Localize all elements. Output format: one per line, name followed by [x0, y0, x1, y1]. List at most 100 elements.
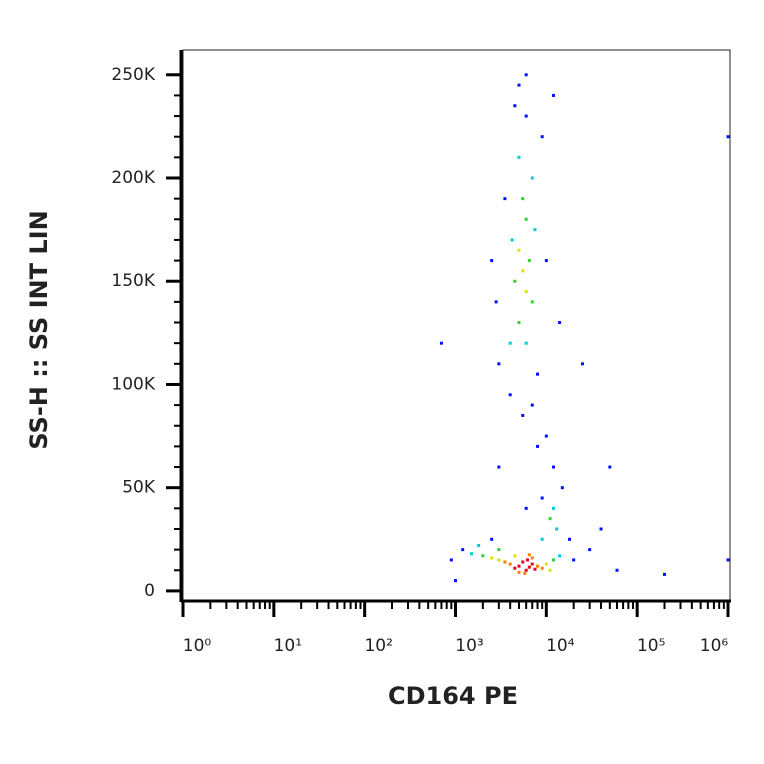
point [560, 486, 564, 490]
point [523, 571, 527, 575]
point [552, 506, 556, 510]
point [524, 217, 528, 221]
point [580, 362, 584, 366]
point [533, 228, 537, 232]
point [540, 537, 544, 541]
point [517, 155, 521, 159]
point [540, 496, 544, 500]
point [513, 566, 517, 570]
x-tick-label: 10¹ [274, 636, 302, 656]
point [527, 565, 531, 569]
point [517, 321, 521, 325]
point [558, 321, 562, 325]
point [726, 558, 730, 562]
point [497, 362, 501, 366]
point [490, 537, 494, 541]
point [513, 279, 517, 283]
point [481, 554, 485, 558]
point [454, 579, 457, 583]
point [548, 568, 552, 572]
point [533, 567, 537, 571]
point [449, 558, 453, 562]
x-tick-label: 10³ [455, 636, 483, 656]
point [544, 259, 548, 263]
point [527, 259, 531, 263]
point [497, 558, 501, 562]
point [540, 135, 544, 139]
point [540, 566, 544, 570]
point [497, 548, 501, 552]
point [513, 104, 517, 108]
point [508, 341, 512, 345]
point [530, 562, 534, 566]
point [439, 341, 443, 345]
y-tick-label: 100K [111, 374, 155, 394]
point [497, 465, 501, 469]
x-axis-title: CD164 PE [388, 682, 518, 710]
point [490, 556, 494, 560]
point [508, 393, 512, 397]
point [510, 238, 514, 242]
point [552, 93, 556, 97]
point [524, 73, 528, 77]
point [503, 197, 507, 201]
point [524, 341, 528, 345]
point [524, 290, 528, 294]
point [555, 527, 559, 531]
point [568, 537, 572, 541]
point [615, 568, 619, 572]
point [524, 568, 528, 572]
point [726, 135, 730, 139]
point [530, 403, 534, 407]
point [521, 197, 525, 201]
point [530, 176, 534, 180]
point [524, 114, 528, 118]
x-tick-label: 10⁵ [637, 636, 665, 656]
point [521, 269, 525, 273]
point [517, 248, 521, 252]
point [517, 564, 521, 568]
point [558, 554, 562, 558]
point [513, 554, 517, 558]
point [477, 543, 481, 547]
point [503, 560, 507, 564]
y-tick-label: 250K [111, 65, 155, 85]
x-tick-label: 10⁶ [700, 636, 729, 656]
point [544, 562, 548, 566]
point [572, 558, 576, 562]
x-tick-label: 10⁴ [546, 636, 575, 656]
point [525, 558, 529, 562]
point [508, 562, 512, 566]
y-tick-label: 200K [111, 168, 155, 188]
point [530, 556, 534, 560]
y-tick-label: 0 [144, 581, 155, 601]
points [439, 73, 730, 583]
point [461, 548, 465, 552]
point [469, 552, 473, 556]
point [552, 465, 556, 469]
point [494, 300, 498, 304]
point [490, 259, 494, 263]
x-tick-label: 10² [364, 636, 392, 656]
point [544, 434, 548, 438]
point [536, 444, 540, 448]
point [588, 548, 592, 552]
y-axis-title: SS-H :: SS INT LIN [25, 210, 53, 449]
point [663, 572, 667, 576]
point [599, 527, 603, 531]
point [521, 560, 525, 564]
point [536, 372, 540, 376]
point [552, 558, 556, 562]
plot-frame [182, 49, 731, 601]
point [548, 517, 552, 521]
y-tick-label: 150K [111, 271, 155, 291]
point [521, 413, 525, 417]
y-tick-label: 50K [122, 478, 156, 498]
point [524, 506, 528, 510]
point [517, 570, 521, 574]
point [536, 564, 540, 568]
point [608, 465, 612, 469]
x-tick-label: 10⁰ [183, 636, 212, 656]
